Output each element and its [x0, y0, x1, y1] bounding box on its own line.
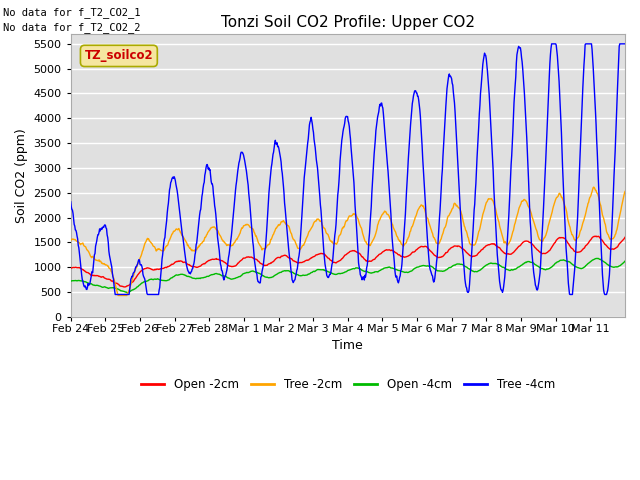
- Legend: Open -2cm, Tree -2cm, Open -4cm, Tree -4cm: Open -2cm, Tree -2cm, Open -4cm, Tree -4…: [136, 373, 559, 396]
- Title: Tonzi Soil CO2 Profile: Upper CO2: Tonzi Soil CO2 Profile: Upper CO2: [221, 15, 475, 30]
- Text: No data for f_T2_CO2_2: No data for f_T2_CO2_2: [3, 22, 141, 33]
- Text: TZ_soilco2: TZ_soilco2: [84, 49, 153, 62]
- X-axis label: Time: Time: [332, 339, 364, 352]
- Text: No data for f_T2_CO2_1: No data for f_T2_CO2_1: [3, 7, 141, 18]
- Y-axis label: Soil CO2 (ppm): Soil CO2 (ppm): [15, 128, 28, 223]
